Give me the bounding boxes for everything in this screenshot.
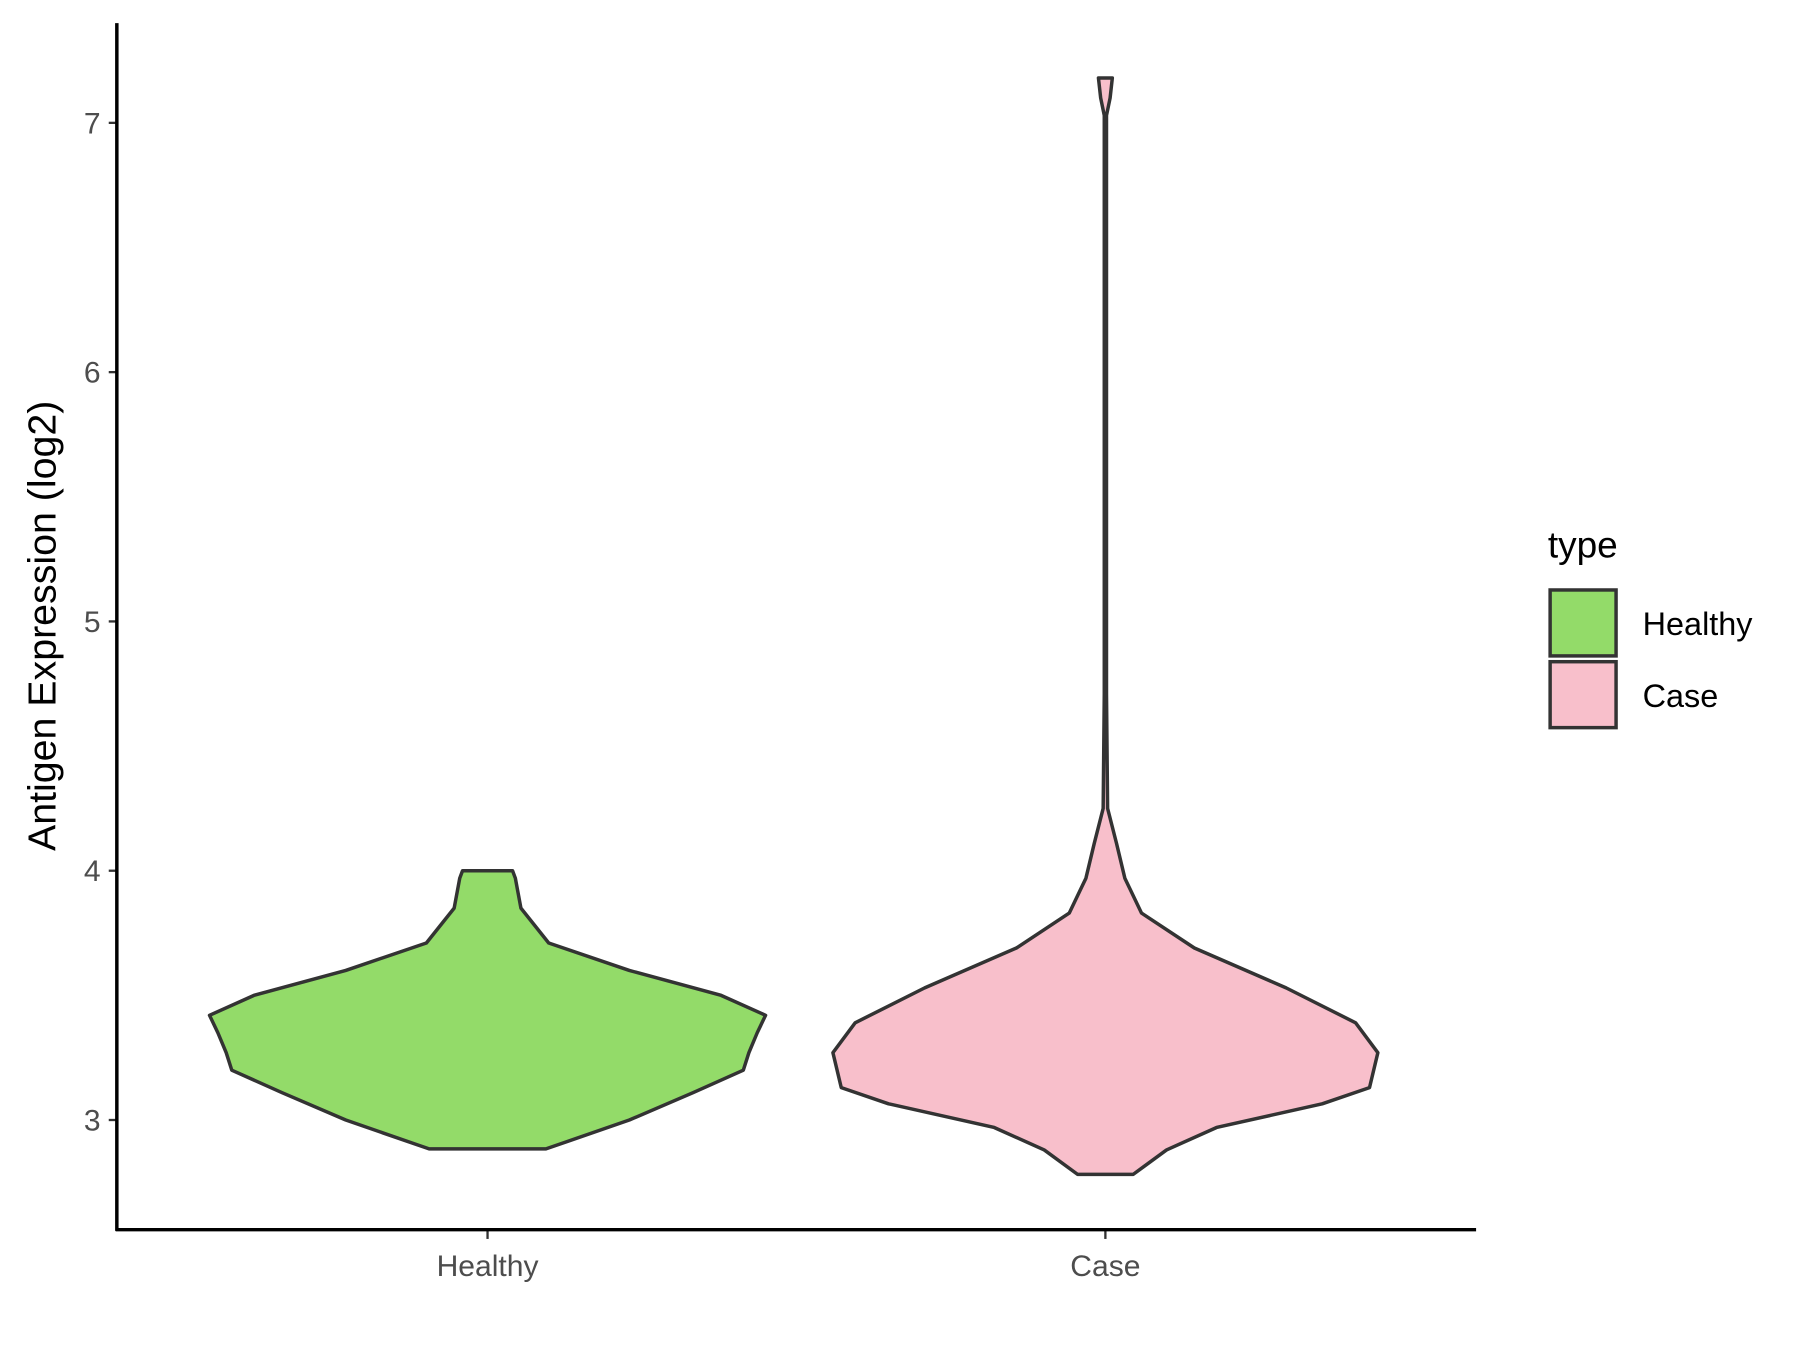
y-tick-label: 5: [84, 606, 101, 639]
legend-label: Healthy: [1643, 606, 1754, 642]
violin: [831, 76, 1380, 1177]
legend-title: type: [1548, 524, 1618, 566]
legend-swatch: [1548, 588, 1618, 658]
y-tick-label: 6: [84, 357, 101, 390]
y-tick-label: 7: [84, 107, 101, 140]
y-tick-label: 3: [84, 1104, 101, 1137]
x-tick-label: Case: [1070, 1250, 1140, 1283]
x-tick-label: Healthy: [437, 1250, 539, 1283]
legend-label: Case: [1643, 678, 1719, 714]
violin: [207, 868, 768, 1151]
y-tick-label: 4: [84, 855, 101, 888]
y-axis-label: Antigen Expression (log2): [21, 401, 65, 851]
legend-swatch: [1548, 659, 1618, 730]
